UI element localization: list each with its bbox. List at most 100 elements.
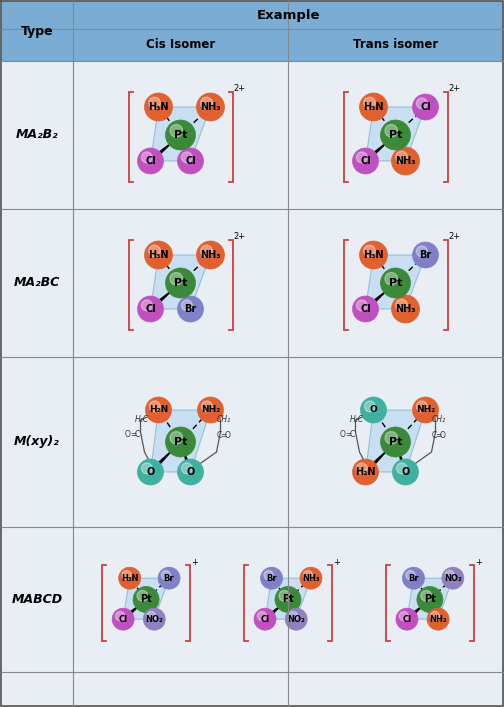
Polygon shape — [149, 442, 180, 474]
Circle shape — [392, 295, 419, 323]
Text: NH₃: NH₃ — [200, 250, 221, 260]
Text: C: C — [135, 430, 140, 439]
Text: O: O — [124, 430, 131, 439]
Circle shape — [170, 272, 182, 285]
Circle shape — [416, 401, 427, 411]
Text: NO₂: NO₂ — [444, 573, 462, 583]
Text: NH₂: NH₂ — [416, 406, 435, 414]
Circle shape — [149, 245, 160, 257]
Polygon shape — [151, 107, 211, 161]
Circle shape — [288, 612, 298, 621]
Circle shape — [381, 268, 410, 298]
Circle shape — [385, 124, 398, 137]
Circle shape — [364, 245, 375, 257]
Text: Example: Example — [256, 8, 320, 21]
Circle shape — [445, 571, 455, 580]
Text: C: C — [349, 430, 355, 439]
Circle shape — [138, 148, 163, 174]
Circle shape — [122, 571, 131, 580]
Circle shape — [254, 608, 276, 630]
Circle shape — [177, 296, 204, 322]
Circle shape — [181, 463, 193, 474]
Circle shape — [170, 431, 182, 444]
Circle shape — [133, 587, 159, 612]
Circle shape — [416, 98, 427, 109]
Circle shape — [352, 148, 379, 174]
Circle shape — [360, 397, 387, 423]
Circle shape — [427, 608, 449, 630]
Text: MA₂B₂: MA₂B₂ — [16, 129, 58, 141]
Circle shape — [181, 152, 193, 163]
Text: Cl: Cl — [420, 102, 431, 112]
Text: CH₂: CH₂ — [431, 415, 446, 424]
Circle shape — [285, 608, 307, 630]
Text: =: = — [131, 430, 137, 439]
Text: H₃N: H₃N — [148, 250, 169, 260]
Circle shape — [275, 587, 301, 612]
Circle shape — [165, 427, 196, 457]
Circle shape — [412, 397, 438, 423]
Circle shape — [145, 93, 172, 121]
Text: MABCD: MABCD — [12, 593, 62, 606]
Text: H₃N: H₃N — [121, 573, 139, 583]
Circle shape — [381, 120, 410, 150]
Circle shape — [356, 463, 367, 474]
Text: Br: Br — [164, 573, 174, 583]
Circle shape — [165, 268, 196, 298]
Circle shape — [352, 296, 379, 322]
Circle shape — [198, 397, 223, 423]
Circle shape — [356, 300, 367, 311]
Circle shape — [359, 93, 388, 121]
Text: =: = — [435, 431, 442, 440]
Circle shape — [300, 567, 322, 589]
Circle shape — [142, 300, 152, 311]
Text: Pt: Pt — [140, 595, 152, 604]
Circle shape — [142, 463, 152, 474]
Text: Pt: Pt — [389, 130, 402, 140]
Circle shape — [112, 608, 134, 630]
Text: H₃N: H₃N — [363, 102, 384, 112]
Circle shape — [143, 608, 165, 630]
Polygon shape — [265, 578, 311, 619]
Polygon shape — [146, 600, 157, 620]
Polygon shape — [396, 135, 408, 162]
Polygon shape — [121, 600, 146, 621]
Text: NO₂: NO₂ — [287, 614, 305, 624]
Circle shape — [364, 97, 375, 109]
Text: NH₂: NH₂ — [429, 614, 447, 624]
Circle shape — [406, 571, 415, 580]
Text: NH₃: NH₃ — [395, 304, 416, 314]
Text: Cl: Cl — [145, 156, 156, 166]
Circle shape — [396, 151, 407, 163]
Circle shape — [356, 152, 367, 163]
Polygon shape — [180, 442, 193, 473]
Text: =: = — [346, 430, 352, 439]
Circle shape — [137, 590, 148, 602]
Text: Pt: Pt — [174, 130, 187, 140]
Circle shape — [393, 459, 418, 485]
Text: Cl: Cl — [145, 304, 156, 314]
Text: O: O — [401, 467, 410, 477]
Text: Br: Br — [419, 250, 431, 260]
Text: =: = — [221, 431, 227, 440]
Text: M(xy)₂: M(xy)₂ — [14, 436, 60, 448]
Text: Cis Isomer: Cis Isomer — [146, 38, 215, 52]
Text: Pt: Pt — [282, 595, 294, 604]
Circle shape — [381, 427, 410, 457]
Polygon shape — [396, 283, 408, 310]
Text: C: C — [431, 431, 437, 440]
Circle shape — [149, 401, 160, 411]
Text: H₂N: H₂N — [149, 406, 168, 414]
Circle shape — [303, 571, 312, 580]
Circle shape — [385, 431, 398, 444]
Text: H₂C: H₂C — [135, 415, 149, 424]
Circle shape — [258, 612, 267, 621]
Text: Cl: Cl — [360, 156, 371, 166]
Text: Cl: Cl — [360, 304, 371, 314]
Circle shape — [201, 245, 213, 257]
Circle shape — [146, 397, 171, 423]
Text: NH₃: NH₃ — [302, 573, 320, 583]
Text: NH₃: NH₃ — [200, 102, 221, 112]
Polygon shape — [365, 107, 425, 161]
Circle shape — [149, 97, 160, 109]
